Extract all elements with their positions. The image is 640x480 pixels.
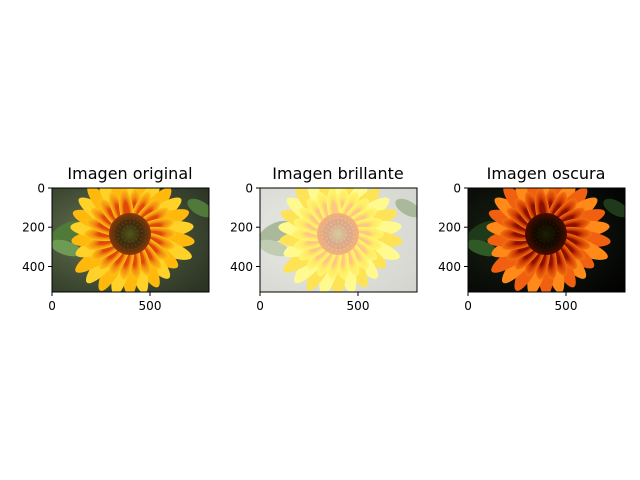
x-axis: 0 500 xyxy=(464,292,577,313)
x-tick-label: 0 xyxy=(48,299,56,313)
y-tick-label: 200 xyxy=(22,221,45,235)
y-axis: 0 200 400 xyxy=(438,182,468,274)
panel-dark: Imagen oscura 0 200 400 0 500 xyxy=(438,164,626,313)
x-axis: 0 500 xyxy=(256,292,369,313)
x-tick-label: 0 xyxy=(464,299,472,313)
axes-frame xyxy=(259,187,418,293)
y-tick-label: 0 xyxy=(453,182,461,196)
x-tick-label: 500 xyxy=(555,299,578,313)
y-tick-label: 0 xyxy=(37,182,45,196)
sunflower-image-bright xyxy=(260,188,417,292)
panel-title: Imagen original xyxy=(67,164,192,183)
panel-original: Imagen original 0 200 400 0 500 xyxy=(22,164,210,313)
y-tick-label: 400 xyxy=(230,260,253,274)
sunflower-image-dark xyxy=(468,188,625,292)
x-tick-label: 0 xyxy=(256,299,264,313)
axes-frame xyxy=(467,187,626,293)
y-tick-label: 200 xyxy=(230,221,253,235)
sunflower-image-original xyxy=(52,188,209,292)
x-axis: 0 500 xyxy=(48,292,161,313)
y-tick-label: 400 xyxy=(438,260,461,274)
panel-title: Imagen oscura xyxy=(487,164,606,183)
axes-frame xyxy=(51,187,210,293)
panel-title: Imagen brillante xyxy=(272,164,403,183)
x-tick-label: 500 xyxy=(139,299,162,313)
y-tick-label: 200 xyxy=(438,221,461,235)
y-tick-label: 0 xyxy=(245,182,253,196)
y-tick-label: 400 xyxy=(22,260,45,274)
x-tick-label: 500 xyxy=(347,299,370,313)
y-axis: 0 200 400 xyxy=(230,182,260,274)
y-axis: 0 200 400 xyxy=(22,182,52,274)
panel-bright: Imagen brillante 0 200 400 0 500 xyxy=(230,164,418,313)
